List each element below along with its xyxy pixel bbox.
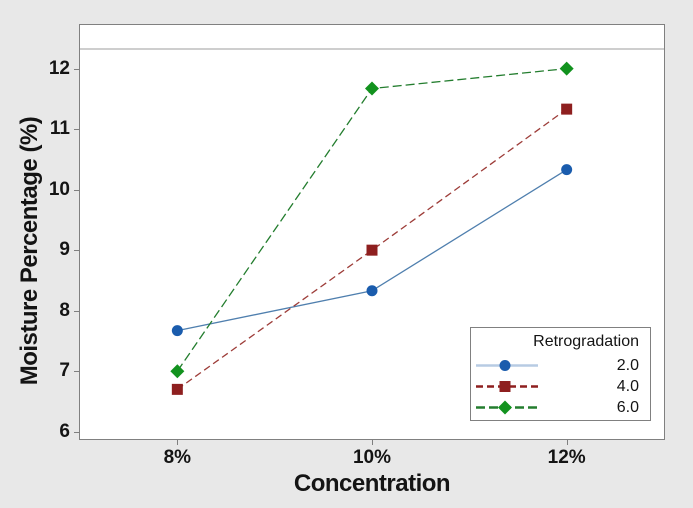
legend-label-4.0: 4.0	[616, 378, 639, 395]
y-tick-mark-9	[74, 250, 79, 252]
series-line-4.0	[176, 108, 568, 390]
x-axis-title: Concentration	[293, 470, 451, 497]
x-tick-label-10%: 10%	[352, 447, 392, 468]
data-point-2.0-8%	[171, 325, 183, 337]
y-tick-mark-11	[74, 129, 79, 131]
data-point-2.0-10%	[366, 285, 378, 297]
legend-label-2.0: 2.0	[616, 357, 639, 374]
legend-row-4.0: 4.0	[471, 376, 650, 397]
y-tick-label-9: 9	[59, 239, 70, 261]
x-tick-mark-12%	[566, 440, 568, 445]
y-tick-label-12: 12	[48, 57, 70, 79]
y-tick-label-6: 6	[59, 420, 70, 442]
y-tick-label-11: 11	[49, 118, 70, 140]
legend-row-2.0: 2.0	[471, 355, 650, 376]
data-point-2.0-12%	[561, 164, 573, 176]
x-tick-label-12%: 12%	[547, 447, 586, 468]
y-tick-label-8: 8	[59, 299, 70, 321]
legend-marker-square	[499, 381, 511, 392]
y-tick-label-7: 7	[59, 360, 70, 382]
data-point-4.0-8%	[171, 383, 183, 395]
y-tick-mark-8	[74, 310, 79, 312]
y-tick-mark-6	[74, 431, 79, 433]
y-tick-mark-7	[74, 371, 79, 373]
legend-circle-icon	[476, 360, 538, 371]
plot-area	[79, 24, 665, 440]
legend-marker-circle	[499, 360, 511, 371]
legend-marker-diamond	[498, 400, 512, 415]
legend-square-icon	[476, 381, 538, 392]
data-point-6.0-12%	[559, 61, 574, 76]
legend-diamond-icon	[476, 400, 538, 415]
data-point-6.0-10%	[365, 81, 379, 96]
plot-canvas	[80, 48, 664, 395]
x-tick-mark-8%	[177, 440, 179, 445]
y-tick-mark-10	[74, 189, 79, 191]
legend-label-6.0: 6.0	[616, 399, 639, 416]
legend: Retrogradation 2.0 4.0 6.0	[470, 327, 651, 421]
legend-row-6.0: 6.0	[471, 397, 650, 418]
data-point-4.0-12%	[561, 103, 573, 115]
series-layer	[170, 61, 574, 395]
x-tick-label-8%: 8%	[163, 447, 192, 468]
x-tick-mark-10%	[372, 440, 373, 445]
y-tick-mark-12	[74, 68, 79, 70]
legend-title: Retrogradation	[533, 333, 639, 350]
data-point-6.0-8%	[170, 364, 185, 379]
y-tick-label-10: 10	[48, 178, 70, 200]
series-line-6.0	[176, 67, 567, 372]
data-point-4.0-10%	[366, 244, 378, 256]
